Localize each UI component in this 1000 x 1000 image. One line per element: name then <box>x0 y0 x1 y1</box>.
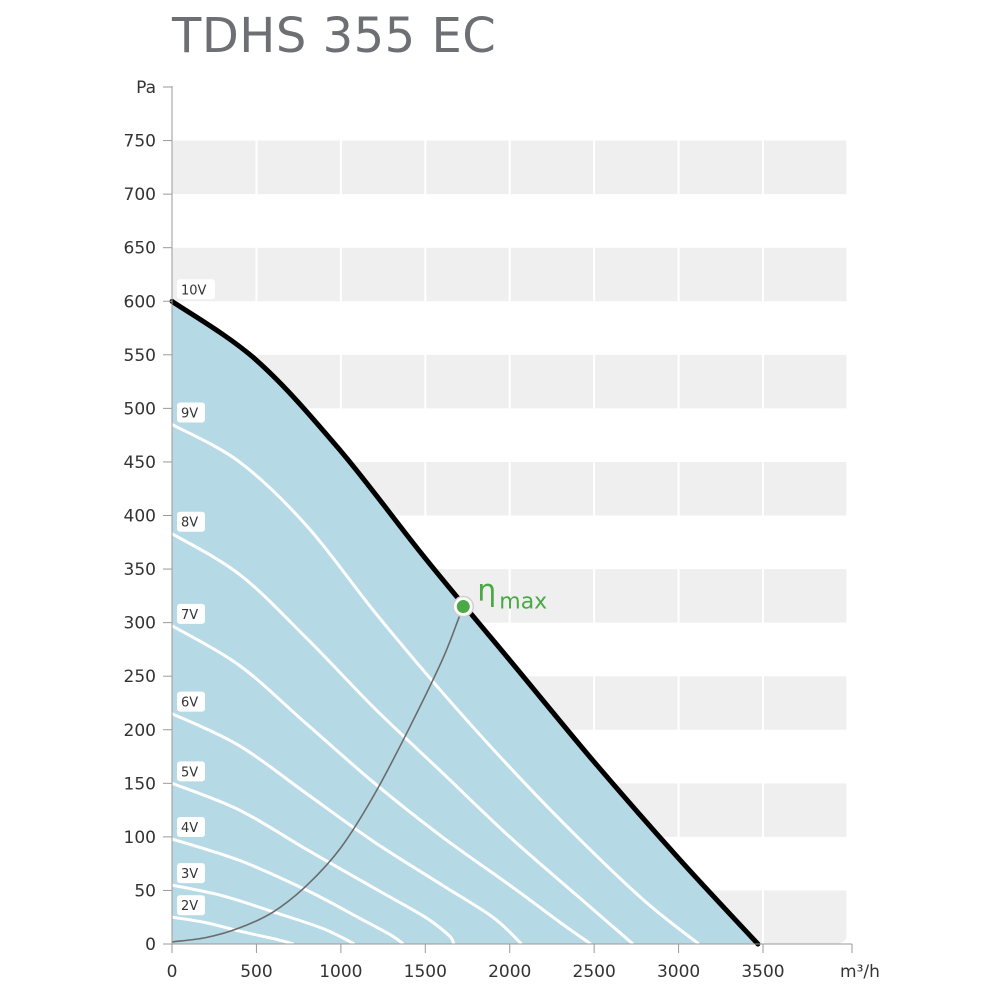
curve-label-10v: 10V <box>177 279 215 300</box>
voltage-curves <box>172 423 700 944</box>
curve-2v <box>172 915 294 944</box>
x-tick-label: 2000 <box>488 962 531 982</box>
curve-label-bg <box>177 863 205 884</box>
curve-5v <box>172 781 456 944</box>
curve-label-9v: 9V <box>177 402 205 423</box>
x-tick-label: 500 <box>240 962 272 982</box>
x-tick-label: 1500 <box>404 962 447 982</box>
curve-labels: 10V 9V 8V 7V 6V 5V 4V 3V 2V <box>177 279 215 916</box>
curve-7v <box>172 624 592 944</box>
efficiency-curve <box>171 606 465 943</box>
curve-label-bg <box>177 402 205 423</box>
y-tick-label: 650 <box>124 239 156 259</box>
y-tick-label: 150 <box>124 774 156 794</box>
curve-label-bg <box>177 691 205 712</box>
curve-label-bg <box>177 761 205 782</box>
y-tick-label: 750 <box>124 132 156 152</box>
curve-label-bg <box>177 603 205 624</box>
y-tick-label: 100 <box>124 828 156 848</box>
curve-label-text: 9V <box>181 406 198 421</box>
curve-label-text: 5V <box>181 765 198 780</box>
y-axis-label: Pa <box>136 78 156 98</box>
y-tick-label: 450 <box>124 453 156 473</box>
eta-max-subscript: max <box>499 590 547 615</box>
y-tick-label: 200 <box>124 721 156 741</box>
curve-label-8v: 8V <box>177 511 205 532</box>
curve-label-7v: 7V <box>177 603 205 624</box>
curve-4v <box>172 837 405 944</box>
eta-max-label: η <box>477 574 496 609</box>
curve-9v <box>172 423 700 944</box>
curve-label-bg <box>177 279 215 300</box>
y-tick-label: 350 <box>124 560 156 580</box>
curve-label-3v: 3V <box>177 863 205 884</box>
curve-label-text: 3V <box>181 867 198 882</box>
curve-label-6v: 6V <box>177 691 205 712</box>
y-tick-label: 400 <box>124 507 156 527</box>
curve-6v <box>172 712 523 944</box>
y-tick-label: 700 <box>124 185 156 205</box>
curve-label-text: 4V <box>181 821 198 836</box>
y-tick-label: 0 <box>145 935 156 955</box>
curve-label-4v: 4V <box>177 817 205 838</box>
y-tick-label: 50 <box>134 881 156 901</box>
curve-label-bg <box>177 895 205 916</box>
x-axis-label: m³/h <box>840 962 880 982</box>
x-tick-label: 3500 <box>741 962 784 982</box>
curve-label-2v: 2V <box>177 895 205 916</box>
x-tick-label: 1000 <box>319 962 362 982</box>
y-tick-label: 500 <box>124 399 156 419</box>
axes: 0 50 100 150 200 250 300 350 400 450 500 550 600 650 7… <box>124 78 880 982</box>
y-tick-label: 300 <box>124 614 156 634</box>
y-tick-label: 250 <box>124 667 156 687</box>
curve-label-text: 2V <box>181 899 198 914</box>
curve-label-text: 10V <box>181 283 207 298</box>
curve-label-5v: 5V <box>177 761 205 782</box>
curve-label-text: 7V <box>181 608 198 623</box>
y-tick-label: 550 <box>124 346 156 366</box>
x-tick-label: 0 <box>167 962 178 982</box>
curve-label-bg <box>177 511 205 532</box>
eta-max-marker: η max <box>452 574 547 618</box>
eta-max-dot <box>456 600 470 614</box>
curve-label-bg <box>177 817 205 838</box>
curve-8v <box>172 532 634 944</box>
curve-label-text: 8V <box>181 516 198 531</box>
curve-label-text: 6V <box>181 696 198 711</box>
chart-title: TDHS 355 EC <box>172 8 497 64</box>
y-tick-label: 600 <box>124 292 156 312</box>
x-tick-label: 3000 <box>657 962 700 982</box>
x-tick-label: 2500 <box>573 962 616 982</box>
